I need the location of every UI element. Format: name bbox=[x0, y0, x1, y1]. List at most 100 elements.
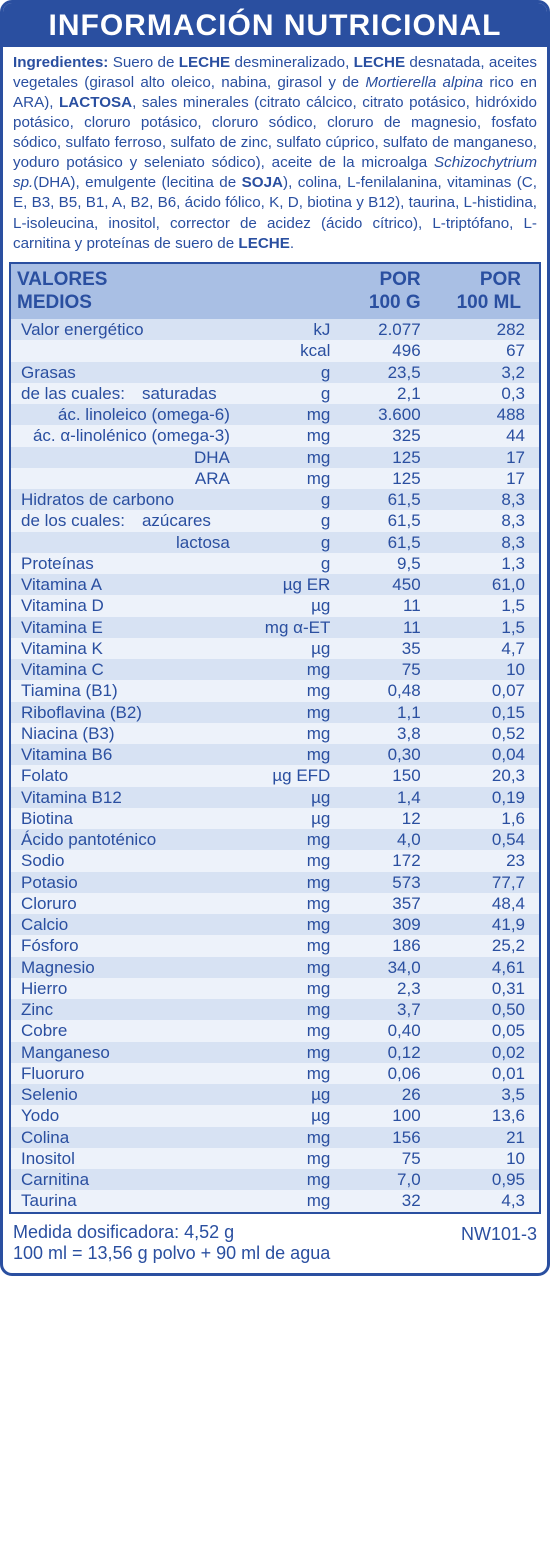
header-valores: VALORES MEDIOS bbox=[11, 264, 338, 320]
row-100ml: 1,6 bbox=[439, 808, 539, 829]
row-100g: 100 bbox=[338, 1105, 438, 1126]
table-row: Vitamina Kµg354,7 bbox=[11, 638, 539, 659]
row-100ml: 1,3 bbox=[439, 553, 539, 574]
row-100g: 61,5 bbox=[338, 510, 438, 531]
row-100ml: 8,3 bbox=[439, 532, 539, 553]
row-unit: mg bbox=[254, 978, 338, 999]
row-unit: µg bbox=[254, 808, 338, 829]
row-100ml: 4,3 bbox=[439, 1190, 539, 1211]
row-unit: mg bbox=[254, 723, 338, 744]
row-100ml: 17 bbox=[439, 447, 539, 468]
row-100g: 2.077 bbox=[338, 319, 438, 340]
row-label: Ácido pantoténico bbox=[11, 829, 254, 850]
table-row: Biotinaµg121,6 bbox=[11, 808, 539, 829]
row-unit: mg bbox=[254, 425, 338, 446]
table-row: Selenioµg263,5 bbox=[11, 1084, 539, 1105]
table-row: Niacina (B3)mg3,80,52 bbox=[11, 723, 539, 744]
table-row: Magnesiomg34,04,61 bbox=[11, 957, 539, 978]
row-100g: 1,1 bbox=[338, 702, 438, 723]
row-100g: 11 bbox=[338, 617, 438, 638]
footer-line1: Medida dosificadora: 4,52 g bbox=[13, 1222, 330, 1244]
row-100ml: 67 bbox=[439, 340, 539, 361]
row-unit: mg bbox=[254, 404, 338, 425]
row-100ml: 1,5 bbox=[439, 595, 539, 616]
row-100g: 0,30 bbox=[338, 744, 438, 765]
row-100ml: 0,50 bbox=[439, 999, 539, 1020]
row-100g: 34,0 bbox=[338, 957, 438, 978]
nutrition-panel: INFORMACIÓN NUTRICIONAL Ingredientes: Su… bbox=[0, 0, 550, 1276]
row-100g: 2,1 bbox=[338, 383, 438, 404]
header-100ml-l1: POR bbox=[480, 269, 521, 290]
table-row: Colinamg15621 bbox=[11, 1127, 539, 1148]
row-label: Proteínas bbox=[11, 553, 254, 574]
row-100g: 325 bbox=[338, 425, 438, 446]
row-label: Hierro bbox=[11, 978, 254, 999]
row-100g: 3.600 bbox=[338, 404, 438, 425]
row-unit: g bbox=[254, 553, 338, 574]
row-100ml: 0,02 bbox=[439, 1042, 539, 1063]
table-row: Manganesomg0,120,02 bbox=[11, 1042, 539, 1063]
row-unit: mg bbox=[254, 1042, 338, 1063]
row-unit: mg bbox=[254, 1063, 338, 1084]
row-unit: g bbox=[254, 532, 338, 553]
header-valores-l1: VALORES bbox=[17, 269, 107, 290]
row-100ml: 77,7 bbox=[439, 872, 539, 893]
ingredients-text: Suero de LECHE desmineralizado, LECHE de… bbox=[13, 54, 537, 252]
row-100g: 61,5 bbox=[338, 489, 438, 510]
row-100g: 3,8 bbox=[338, 723, 438, 744]
footer-code: NW101-3 bbox=[461, 1222, 537, 1245]
row-100ml: 41,9 bbox=[439, 914, 539, 935]
row-unit: mg bbox=[254, 1169, 338, 1190]
table-row: Sodiomg17223 bbox=[11, 850, 539, 871]
table-row: Valor energéticokJ2.077282 bbox=[11, 319, 539, 340]
row-100g: 75 bbox=[338, 659, 438, 680]
row-unit: mg bbox=[254, 447, 338, 468]
table-row: ác. linoleico (omega-6)mg3.600488 bbox=[11, 404, 539, 425]
header-100g-l1: POR bbox=[379, 269, 420, 290]
row-100ml: 4,7 bbox=[439, 638, 539, 659]
row-label: Vitamina K bbox=[11, 638, 254, 659]
row-label: Sodio bbox=[11, 850, 254, 871]
row-unit: mg bbox=[254, 680, 338, 701]
table-row: Cloruromg35748,4 bbox=[11, 893, 539, 914]
footer-left: Medida dosificadora: 4,52 g 100 ml = 13,… bbox=[13, 1222, 330, 1265]
header-100g: POR 100 G bbox=[338, 264, 438, 320]
table-row: Folatoµg EFD15020,3 bbox=[11, 765, 539, 786]
table-row: de los cuales: azúcaresg61,58,3 bbox=[11, 510, 539, 531]
title-bar: INFORMACIÓN NUTRICIONAL bbox=[3, 3, 547, 47]
nutrition-table: VALORES MEDIOS POR 100 G POR 100 ML Valo… bbox=[11, 264, 539, 1212]
row-label: Cobre bbox=[11, 1020, 254, 1041]
row-label: Cloruro bbox=[11, 893, 254, 914]
row-label: Vitamina E bbox=[11, 617, 254, 638]
row-100ml: 0,52 bbox=[439, 723, 539, 744]
ingredients-block: Ingredientes: Suero de LECHE desminerali… bbox=[3, 47, 547, 262]
row-100ml: 1,5 bbox=[439, 617, 539, 638]
row-100ml: 0,07 bbox=[439, 680, 539, 701]
row-unit: mg bbox=[254, 914, 338, 935]
row-100g: 61,5 bbox=[338, 532, 438, 553]
header-100ml-l2: 100 ML bbox=[457, 292, 521, 313]
row-label: Manganeso bbox=[11, 1042, 254, 1063]
row-label: Folato bbox=[11, 765, 254, 786]
row-100g: 0,40 bbox=[338, 1020, 438, 1041]
row-label: Fósforo bbox=[11, 935, 254, 956]
row-label: Grasas bbox=[11, 362, 254, 383]
table-row: Taurinamg324,3 bbox=[11, 1190, 539, 1211]
row-100g: 3,7 bbox=[338, 999, 438, 1020]
row-label: ARA bbox=[11, 468, 254, 489]
table-row: Carnitinamg7,00,95 bbox=[11, 1169, 539, 1190]
row-unit: µg bbox=[254, 638, 338, 659]
footer-line2: 100 ml = 13,56 g polvo + 90 ml de agua bbox=[13, 1243, 330, 1265]
table-row: Vitamina Aµg ER45061,0 bbox=[11, 574, 539, 595]
row-100g: 125 bbox=[338, 468, 438, 489]
row-unit: g bbox=[254, 383, 338, 404]
row-100g: 35 bbox=[338, 638, 438, 659]
row-100g: 156 bbox=[338, 1127, 438, 1148]
row-100g: 26 bbox=[338, 1084, 438, 1105]
row-100g: 12 bbox=[338, 808, 438, 829]
table-row: DHAmg12517 bbox=[11, 447, 539, 468]
row-100ml: 21 bbox=[439, 1127, 539, 1148]
table-row: Grasasg23,53,2 bbox=[11, 362, 539, 383]
row-label: Zinc bbox=[11, 999, 254, 1020]
panel-title: INFORMACIÓN NUTRICIONAL bbox=[7, 9, 543, 43]
